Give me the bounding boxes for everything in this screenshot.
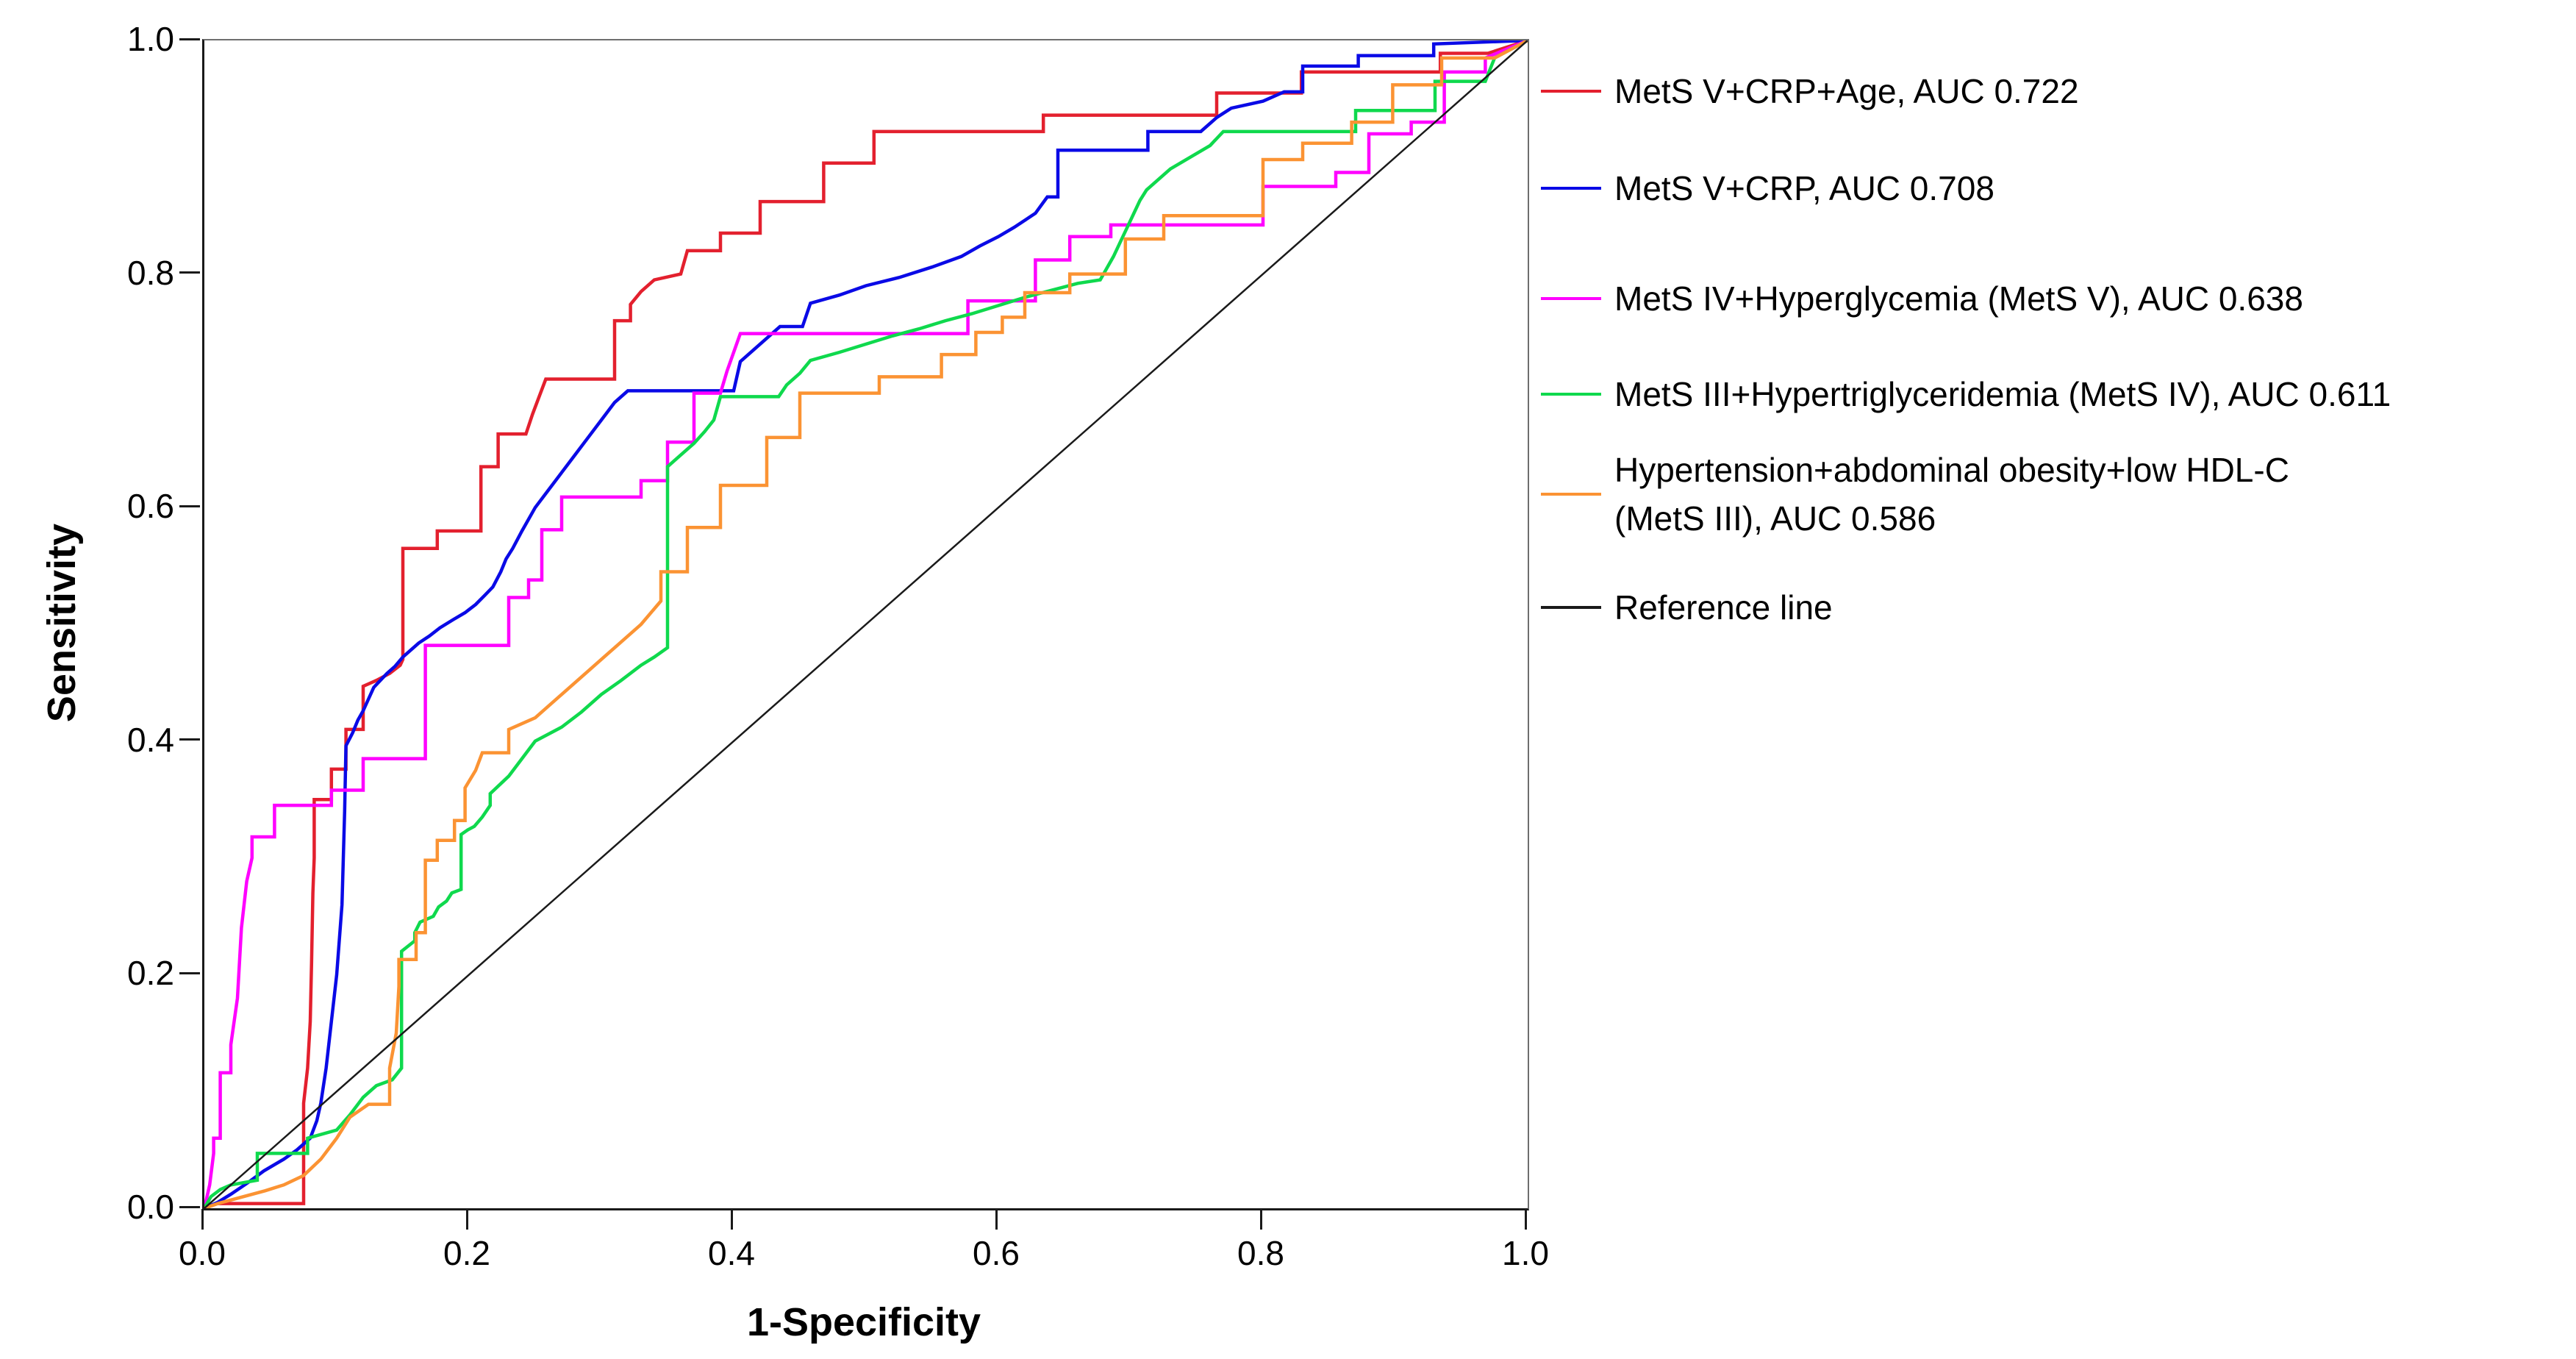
y-tick-label: 0.8 (127, 253, 174, 292)
y-tick-label: 0.6 (127, 487, 174, 526)
y-tick-label: 0.4 (127, 720, 174, 759)
y-tick-mark (179, 738, 200, 741)
legend-item-hypertension-obesity-hdl: Hypertension+abdominal obesity+low HDL-C… (1541, 446, 2289, 543)
y-axis-title: Sensitivity (40, 523, 84, 723)
y-tick-label: 1.0 (127, 20, 174, 58)
legend-label-line2: (MetS III), AUC 0.586 (1614, 499, 1936, 538)
legend-label: Reference line (1614, 588, 1833, 627)
x-tick-label: 0.4 (708, 1234, 755, 1272)
legend-label: MetS IV+Hyperglycemia (MetS V), AUC 0.63… (1614, 279, 2303, 318)
curve-mets-iv-hyperglycemia (204, 40, 1528, 1208)
x-axis-title: 1-Specificity (746, 1300, 981, 1344)
x-tick-mark (1259, 1209, 1262, 1230)
y-tick-mark (179, 504, 200, 507)
legend-line-swatch (1541, 393, 1601, 396)
x-tick-mark (995, 1209, 998, 1230)
legend-line-swatch (1541, 297, 1601, 300)
plot-area (202, 39, 1529, 1210)
y-tick-mark (179, 38, 200, 40)
y-tick-label: 0.2 (127, 954, 174, 993)
curve-mets-v-crp (204, 40, 1528, 1208)
x-tick-label: 1.0 (1502, 1234, 1549, 1272)
legend-label: MetS III+Hypertriglyceridemia (MetS IV),… (1614, 375, 2391, 413)
legend-label: MetS V+CRP, AUC 0.708 (1614, 169, 1994, 207)
legend-label: Hypertension+abdominal obesity+low HDL-C (1614, 451, 2289, 489)
legend-item-mets-v-crp: MetS V+CRP, AUC 0.708 (1541, 164, 1994, 213)
x-tick-mark (201, 1209, 204, 1230)
y-tick-mark (179, 271, 200, 274)
x-tick-label: 0.0 (179, 1234, 226, 1272)
curve-mets-iii-hypertriglyceridemia (204, 40, 1528, 1208)
legend-item-reference-line: Reference line (1541, 583, 1833, 632)
y-tick-mark (179, 1205, 200, 1208)
x-tick-label: 0.2 (443, 1234, 490, 1272)
legend-item-mets-v-crp-age: MetS V+CRP+Age, AUC 0.722 (1541, 67, 2079, 115)
x-tick-label: 0.6 (973, 1234, 1020, 1272)
legend-item-mets-iv-hyperglycemia: MetS IV+Hyperglycemia (MetS V), AUC 0.63… (1541, 274, 2303, 323)
x-tick-mark (465, 1209, 468, 1230)
y-tick-label: 0.0 (127, 1188, 174, 1226)
legend-line-swatch (1541, 606, 1601, 609)
legend-line-swatch (1541, 493, 1601, 496)
legend-line-swatch (1541, 90, 1601, 93)
legend-label: MetS V+CRP+Age, AUC 0.722 (1614, 72, 2079, 110)
x-tick-mark (1524, 1209, 1527, 1230)
x-tick-label: 0.8 (1237, 1234, 1284, 1272)
curve-mets-v-crp-age (204, 40, 1528, 1208)
roc-curves-canvas (204, 40, 1528, 1208)
x-tick-mark (730, 1209, 733, 1230)
legend-item-mets-iii-hypertriglyceridemia: MetS III+Hypertriglyceridemia (MetS IV),… (1541, 370, 2391, 418)
curve-reference-line (204, 40, 1528, 1208)
y-tick-mark (179, 971, 200, 974)
legend-line-swatch (1541, 187, 1601, 190)
